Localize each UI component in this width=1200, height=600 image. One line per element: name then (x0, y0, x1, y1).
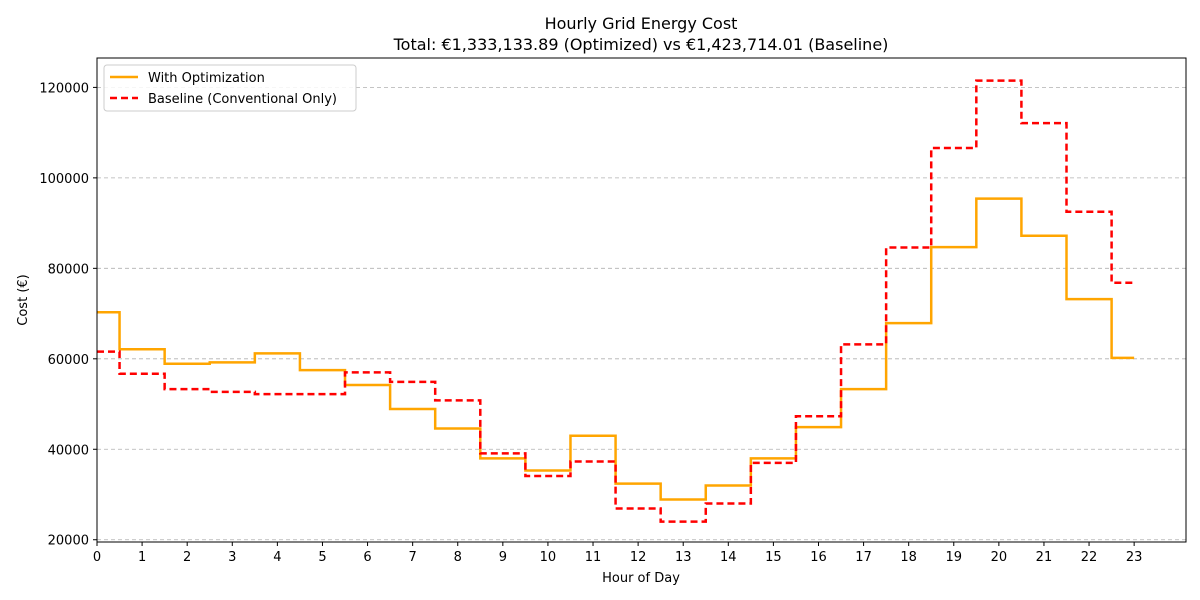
chart-subtitle: Total: €1,333,133.89 (Optimized) vs €1,4… (393, 35, 889, 54)
x-tick-label-10: 10 (540, 550, 557, 565)
x-tick-label-16: 16 (810, 550, 827, 565)
axes (96, 57, 1187, 543)
x-tick-label-19: 19 (945, 550, 962, 565)
x-tick-label-15: 15 (765, 550, 782, 565)
y-tick-label-3: 80000 (48, 262, 89, 277)
x-tick-label-23: 23 (1126, 550, 1143, 565)
series-line-optimized (97, 197, 1135, 501)
x-tick-label-7: 7 (409, 550, 417, 565)
x-tick-label-20: 20 (991, 550, 1008, 565)
ticks: 0 1 2 3 4 5 6 7 8 9 10 11 12 13 14 15 16 17 18 19 20 21 22 2320… (39, 81, 1142, 565)
y-axis-label: Cost (€) (16, 274, 31, 325)
legend-box (103, 64, 357, 112)
x-tick-label-12: 12 (630, 550, 647, 565)
chart-title: Hourly Grid Energy Cost (545, 14, 738, 33)
series-line-baseline (97, 79, 1135, 523)
grid-lines (97, 87, 1186, 541)
x-tick-label-9: 9 (499, 550, 507, 565)
x-tick-label-0: 0 (93, 550, 101, 565)
x-tick-label-13: 13 (675, 550, 692, 565)
y-tick-label-0: 20000 (48, 534, 89, 549)
x-tick-label-1: 1 (138, 550, 146, 565)
y-tick-label-5: 120000 (39, 81, 89, 96)
y-tick-label-4: 100000 (39, 172, 89, 187)
series-group (97, 79, 1135, 523)
x-tick-label-5: 5 (318, 550, 326, 565)
x-tick-label-8: 8 (454, 550, 462, 565)
x-tick-label-2: 2 (183, 550, 191, 565)
x-axis-label: Hour of Day (602, 571, 680, 586)
plot-frame (96, 57, 1187, 543)
x-tick-label-14: 14 (720, 550, 737, 565)
x-tick-label-22: 22 (1081, 550, 1098, 565)
x-tick-label-18: 18 (900, 550, 917, 565)
x-tick-label-17: 17 (855, 550, 872, 565)
x-tick-label-6: 6 (363, 550, 371, 565)
legend: With Optimization Baseline (Conventional… (103, 64, 357, 112)
legend-label-baseline: Baseline (Conventional Only) (148, 92, 337, 107)
y-tick-label-2: 60000 (48, 353, 89, 368)
x-tick-label-11: 11 (585, 550, 602, 565)
legend-label-optimized: With Optimization (148, 71, 265, 86)
x-tick-label-3: 3 (228, 550, 236, 565)
x-tick-label-21: 21 (1036, 550, 1053, 565)
x-tick-label-4: 4 (273, 550, 281, 565)
y-tick-label-1: 40000 (48, 443, 89, 458)
